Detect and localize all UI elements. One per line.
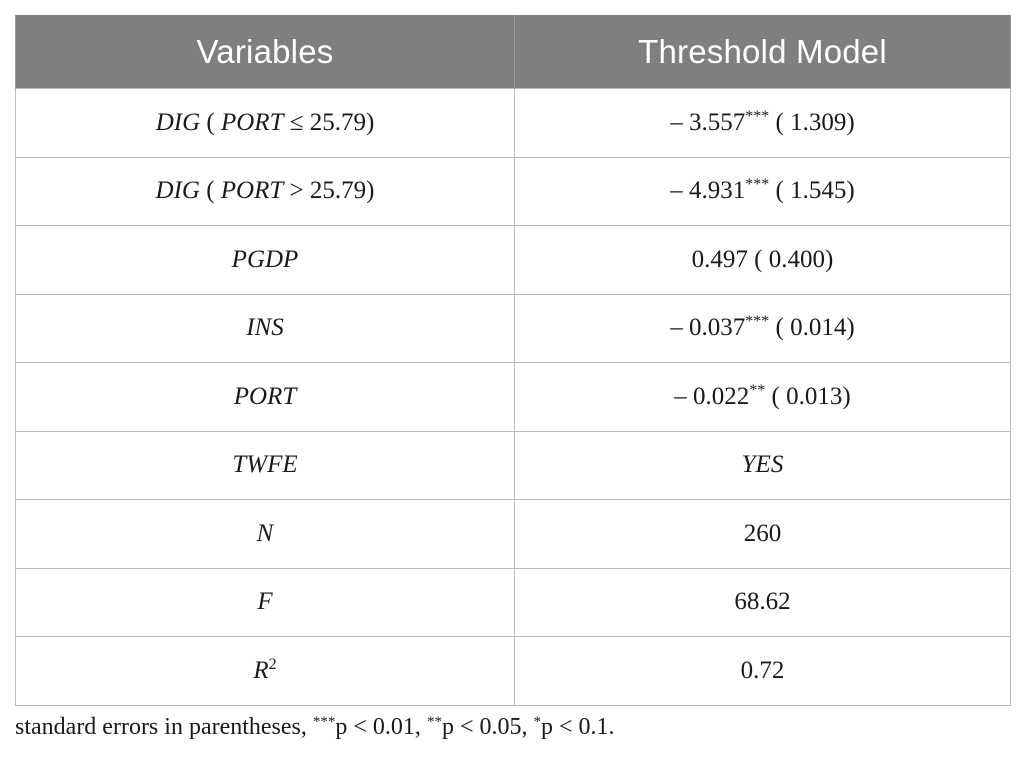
variable-name: INS	[246, 314, 284, 342]
variable-cell: PORT	[15, 362, 515, 432]
footnote-level-1: p < 0.01,	[335, 714, 427, 740]
variable-paren: (	[200, 108, 221, 136]
table-header-row: Variables Threshold Model	[15, 15, 1011, 89]
variable-condition: ≤ 25.79)	[283, 108, 375, 136]
table-row: PORT – 0.022** ( 0.013)	[15, 362, 1011, 432]
variable-name: PORT	[233, 382, 297, 410]
significance-stars: **	[749, 381, 766, 399]
coefficient-value: – 3.557	[670, 108, 746, 136]
variable-cell: PGDP	[15, 225, 515, 295]
regression-table-container: Variables Threshold Model DIG ( PORT ≤ 2…	[15, 15, 1011, 706]
variable-name: DIG	[155, 177, 200, 205]
footnote-stars-3: *	[533, 714, 541, 730]
standard-error: ( 1.545)	[769, 177, 855, 205]
table-row: PGDP 0.497 ( 0.400)	[15, 225, 1011, 295]
variable-name: DIG	[155, 108, 201, 136]
significance-stars: ***	[745, 176, 770, 194]
coefficient-cell: – 3.557*** ( 1.309)	[514, 88, 1011, 158]
f-statistic-value: 68.62	[734, 588, 791, 616]
standard-error: ( 0.014)	[769, 314, 855, 342]
variable-name: F	[257, 588, 273, 616]
variable-cell: R2	[15, 636, 515, 706]
variable-paren: (	[199, 177, 221, 205]
footnote-level-3: p < 0.1.	[540, 714, 615, 740]
regression-table: Variables Threshold Model DIG ( PORT ≤ 2…	[15, 15, 1011, 706]
table-row: INS – 0.037*** ( 0.014)	[15, 293, 1011, 363]
significance-stars: ***	[745, 107, 770, 125]
header-threshold-model: Threshold Model	[514, 15, 1011, 89]
value-cell: 68.62	[514, 567, 1011, 637]
coefficient-cell: – 0.037*** ( 0.014)	[514, 293, 1011, 363]
variable-name: R	[253, 656, 269, 684]
variable-superscript: 2	[268, 655, 277, 673]
variable-threshold-var: PORT	[220, 177, 284, 205]
variable-cell: INS	[15, 293, 515, 363]
footnote-stars-1: ***	[312, 714, 336, 730]
observations-value: 260	[743, 519, 782, 547]
table-row: F 68.62	[15, 567, 1011, 637]
table-row: TWFE YES	[15, 430, 1011, 500]
variable-cell: DIG ( PORT ≤ 25.79)	[15, 88, 515, 158]
footnote-lead: standard errors in parentheses,	[15, 714, 313, 740]
coefficient-value: 0.497	[691, 245, 748, 273]
significance-stars: ***	[745, 313, 770, 331]
standard-error: ( 0.400)	[747, 245, 834, 273]
coefficient-value: – 4.931	[670, 177, 746, 205]
standard-error: ( 1.309)	[769, 108, 855, 136]
coefficient-value: – 0.037	[670, 314, 746, 342]
coefficient-cell: 0.497 ( 0.400)	[514, 225, 1011, 295]
variable-cell: N	[15, 499, 515, 569]
table-row: DIG ( PORT ≤ 25.79) – 3.557*** ( 1.309)	[15, 88, 1011, 158]
coefficient-value: – 0.022	[674, 382, 750, 410]
coefficient-cell: – 4.931*** ( 1.545)	[514, 156, 1011, 226]
r-squared-value: 0.72	[740, 656, 785, 684]
variable-cell: TWFE	[15, 430, 515, 500]
variable-cell: F	[15, 567, 515, 637]
header-variables: Variables	[15, 15, 515, 89]
variable-name: TWFE	[232, 451, 298, 479]
table-footnote: standard errors in parentheses, ***p < 0…	[15, 714, 615, 741]
fixed-effects-value: YES	[741, 451, 784, 479]
footnote-stars-2: **	[426, 714, 442, 730]
variable-condition: > 25.79)	[283, 177, 375, 205]
table-row: DIG ( PORT > 25.79) – 4.931*** ( 1.545)	[15, 156, 1011, 226]
value-cell: YES	[514, 430, 1011, 500]
variable-threshold-var: PORT	[220, 108, 284, 136]
variable-name: N	[256, 519, 274, 547]
footnote-level-2: p < 0.05,	[441, 714, 534, 740]
variable-name: PGDP	[231, 245, 299, 273]
value-cell: 260	[514, 499, 1011, 569]
coefficient-cell: – 0.022** ( 0.013)	[514, 362, 1011, 432]
table-row: N 260	[15, 499, 1011, 569]
variable-cell: DIG ( PORT > 25.79)	[15, 156, 515, 226]
value-cell: 0.72	[514, 636, 1011, 706]
table-row: R2 0.72	[15, 636, 1011, 706]
standard-error: ( 0.013)	[765, 382, 851, 410]
